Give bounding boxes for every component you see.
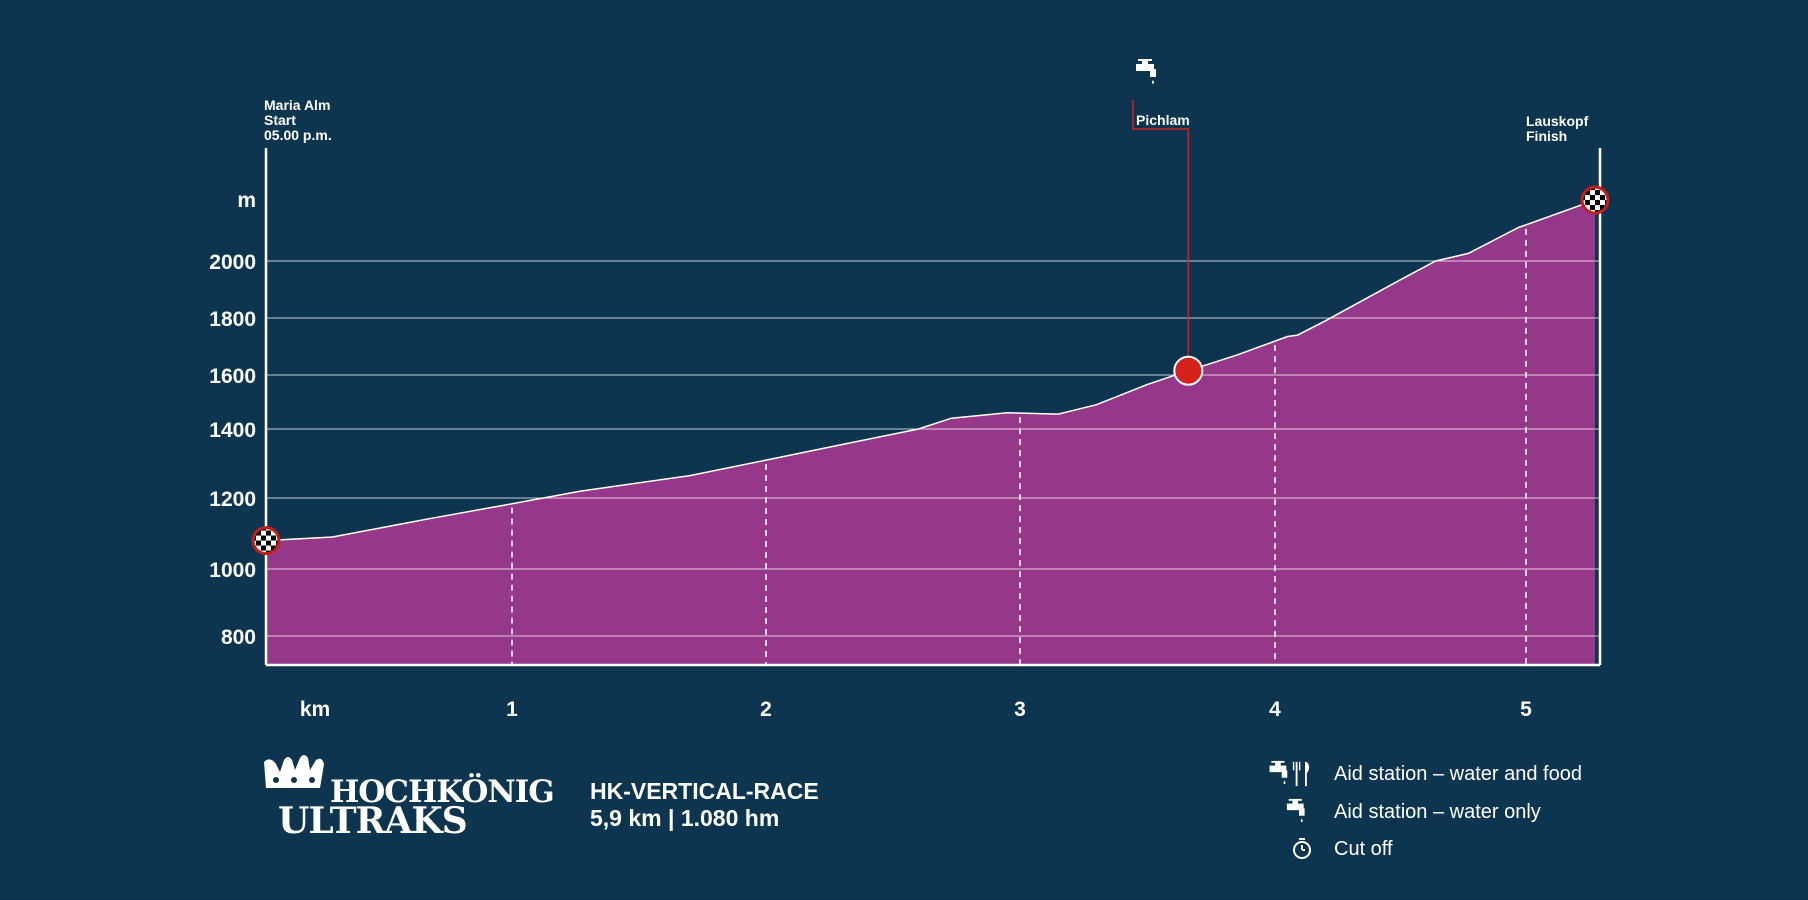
x-unit-label: km — [300, 698, 330, 721]
x-tick-label-5: 5 — [1520, 698, 1532, 721]
y-tick-label-1000: 1000 — [209, 559, 256, 582]
legend-label-water-only: Aid station – water only — [1334, 801, 1541, 823]
aid-leader-line — [1132, 100, 1190, 357]
start-label-2: 05.00 p.m. — [264, 127, 332, 143]
x-tick-label-3: 3 — [1014, 698, 1026, 721]
legend-label-water-food: Aid station – water and food — [1334, 763, 1582, 785]
crown-logo-icon — [264, 755, 324, 788]
x-tick-label-2: 2 — [760, 698, 772, 721]
aid-station-label: Pichlam — [1136, 112, 1190, 128]
race-stats: 5,9 km | 1.080 hm — [590, 805, 780, 831]
x-tick-label-1: 1 — [506, 698, 518, 721]
race-title: HK-VERTICAL-RACE — [590, 778, 819, 804]
finish-label-1: Finish — [1526, 128, 1567, 144]
y-tick-label-2000: 2000 — [209, 251, 256, 274]
start-label-0: Maria Alm — [264, 97, 330, 113]
aid-station-tap-icon — [1136, 59, 1156, 84]
start-flag-marker — [251, 526, 281, 556]
logo-ultraks: ULTRAKS — [278, 800, 468, 842]
x-tick-label-4: 4 — [1269, 698, 1281, 721]
y-unit-label: m — [237, 189, 256, 212]
elevation-line — [265, 199, 1596, 542]
y-tick-label-1400: 1400 — [209, 419, 256, 442]
water-food-icon — [1269, 760, 1310, 787]
elevation-area — [266, 200, 1595, 665]
logo-hochkonig: HOCHKÖNIG — [330, 774, 555, 810]
water-only-icon — [1286, 798, 1305, 823]
start-label-1: Start — [264, 112, 296, 128]
legend-label-cutoff: Cut off — [1334, 838, 1393, 860]
y-tick-label-1200: 1200 — [209, 488, 256, 511]
aid-station-marker — [1173, 355, 1204, 386]
y-tick-label-1600: 1600 — [209, 365, 256, 388]
y-tick-label-800: 800 — [221, 626, 256, 649]
cutoff-icon — [1293, 838, 1311, 859]
finish-label-0: Lauskopf — [1526, 113, 1589, 129]
y-tick-label-1800: 1800 — [209, 308, 256, 331]
